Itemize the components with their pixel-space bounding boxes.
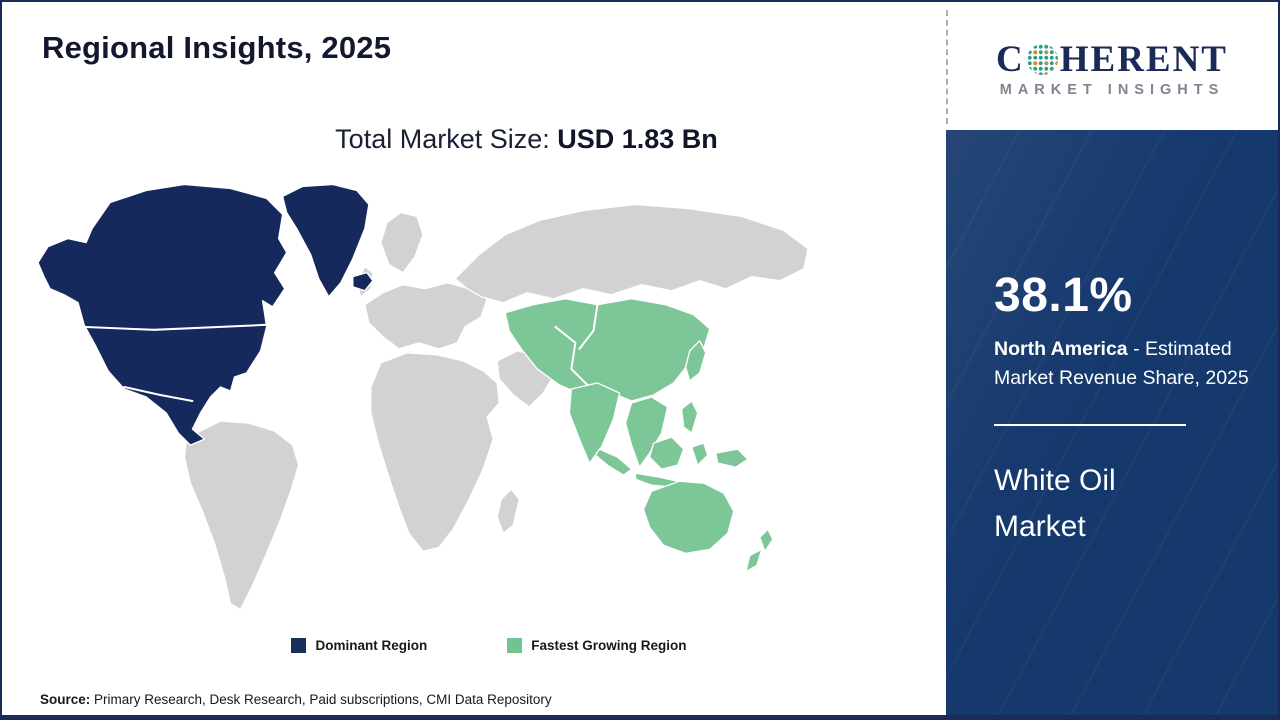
map-region-australia [642, 480, 735, 555]
share-region: North America [994, 338, 1128, 360]
map-region-central-asia-china [504, 298, 711, 402]
globe-icon [1026, 43, 1058, 75]
map-region-borneo [648, 436, 685, 470]
map-region-sulawesi [691, 442, 709, 466]
legend-item-dominant: Dominant Region [291, 638, 427, 653]
legend-item-fastest-growing: Fastest Growing Region [507, 638, 687, 653]
map-region-japan [685, 340, 707, 382]
market-size-label: Total Market Size: [335, 124, 558, 154]
right-panel: C HERENT MARKET INSIGHTS 38.1% North Amer… [946, 2, 1278, 715]
map-region-north-america [37, 183, 288, 446]
brand-name-end: HERENT [1059, 38, 1228, 80]
map-region-philippines [681, 400, 699, 434]
source-label: Source: [40, 692, 91, 707]
world-map [37, 183, 809, 611]
map-region-india [568, 382, 621, 464]
brand-logo: C HERENT MARKET INSIGHTS [946, 2, 1278, 130]
border-kazakh-china [578, 303, 599, 350]
map-region-europe [364, 282, 488, 350]
map-region-new-zealand [745, 528, 774, 573]
map-region-africa [370, 352, 500, 553]
map-region-new-guinea [715, 448, 749, 468]
page-title: Regional Insights, 2025 [42, 30, 392, 65]
map-region-scandinavia [380, 211, 424, 274]
fastest-swatch-icon [507, 638, 523, 653]
dominant-swatch-icon [291, 638, 307, 653]
market-size-line: Total Market Size: USD 1.83 Bn [2, 124, 946, 155]
source-text: Primary Research, Desk Research, Paid su… [90, 692, 552, 707]
share-value: 38.1% [994, 269, 1133, 322]
main-panel: Regional Insights, 2025 Total Market Siz… [2, 2, 946, 715]
divider [994, 423, 1186, 426]
map-region-madagascar [496, 488, 520, 534]
map-region-south-america [183, 420, 300, 611]
map-region-russia [454, 203, 809, 304]
dashed-separator [946, 10, 948, 124]
map-region-southeast-asia [624, 396, 669, 468]
legend-label-fastest-growing: Fastest Growing Region [531, 638, 687, 653]
legend-label-dominant: Dominant Region [315, 638, 428, 653]
market-size-value: USD 1.83 Bn [557, 124, 718, 154]
share-description: North America - Estimated Market Revenue… [994, 335, 1256, 394]
brand-tagline: MARKET INSIGHTS [999, 81, 1225, 98]
border-us-canada [79, 323, 268, 331]
highlight-panel: 38.1% North America - Estimated Market R… [946, 130, 1278, 715]
source-line: Source: Primary Research, Desk Research,… [40, 692, 552, 707]
brand-name: C HERENT [996, 41, 1228, 78]
border-central-asia [554, 325, 589, 386]
map-region-sumatra [594, 448, 633, 476]
map-legend: Dominant Region Fastest Growing Region [2, 638, 946, 653]
map-region-iceland [352, 272, 374, 292]
brand-name-start: C [996, 38, 1025, 80]
map-region-greenland [281, 183, 370, 298]
border-us-mexico [123, 385, 194, 402]
market-name: White Oil Market [994, 463, 1116, 544]
share-desc-text: - Estimated Market Revenue Share, 2025 [994, 338, 1249, 390]
